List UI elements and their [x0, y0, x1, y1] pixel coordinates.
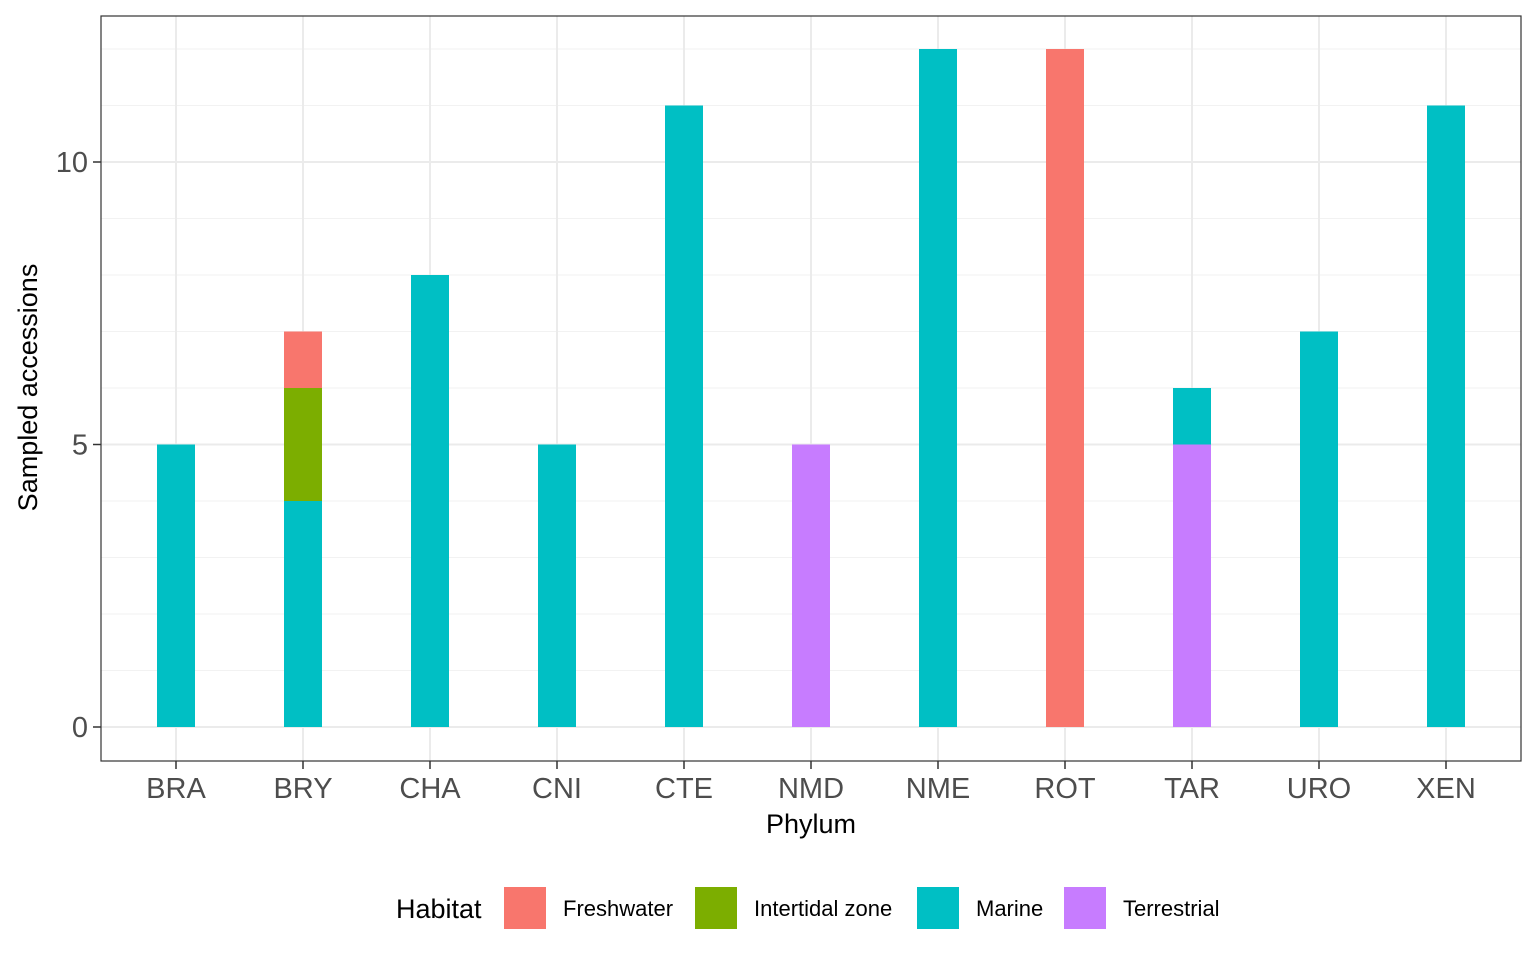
y-tick-label: 10 [56, 147, 88, 179]
y-tick-label: 0 [72, 712, 88, 744]
bars [157, 49, 1465, 727]
bar-bry-freshwater [284, 331, 322, 388]
bar-tar-marine [1173, 388, 1211, 445]
x-tick-label: TAR [1164, 773, 1220, 805]
x-tick-label: ROT [1034, 773, 1096, 805]
x-tick-label: NME [906, 773, 970, 805]
y-tick-label: 5 [72, 430, 88, 462]
x-axis: BRA BRY CHA CNI CTE NMD NME ROT TAR URO XEN [146, 761, 1476, 805]
bar-tar-terrestrial [1173, 444, 1211, 727]
x-tick-label: URO [1287, 773, 1351, 805]
x-axis-title: Phylum [766, 809, 856, 839]
legend: Habitat Freshwater Intertidal zone Marine T… [396, 887, 1220, 929]
x-tick-label: CTE [655, 773, 713, 805]
legend-key-marine [917, 887, 959, 929]
bar-cha-marine [411, 275, 449, 727]
bar-xen-marine [1427, 105, 1465, 727]
bar-cni-marine [538, 444, 576, 727]
x-tick-label: CNI [532, 773, 582, 805]
legend-title: Habitat [396, 894, 482, 924]
legend-label: Freshwater [563, 896, 673, 921]
x-tick-label: XEN [1416, 773, 1476, 805]
bar-rot-freshwater [1046, 49, 1084, 727]
x-tick-label: CHA [399, 773, 461, 805]
bar-bry-marine [284, 501, 322, 727]
legend-key-terrestrial [1064, 887, 1106, 929]
bar-uro-marine [1300, 331, 1338, 727]
legend-key-intertidal-zone [695, 887, 737, 929]
y-axis: 0 5 10 [56, 147, 101, 744]
legend-label: Marine [976, 896, 1043, 921]
bar-cte-marine [665, 105, 703, 727]
x-tick-label: BRA [146, 773, 206, 805]
x-tick-label: NMD [778, 773, 844, 805]
legend-label: Intertidal zone [754, 896, 892, 921]
legend-label: Terrestrial [1123, 896, 1220, 921]
bar-bry-intertidal-zone [284, 388, 322, 501]
legend-key-freshwater [504, 887, 546, 929]
x-tick-label: BRY [273, 773, 332, 805]
bar-nme-marine [919, 49, 957, 727]
y-axis-title: Sampled accessions [13, 264, 43, 512]
bar-nmd-terrestrial [792, 444, 830, 727]
bar-bra-marine [157, 444, 195, 727]
